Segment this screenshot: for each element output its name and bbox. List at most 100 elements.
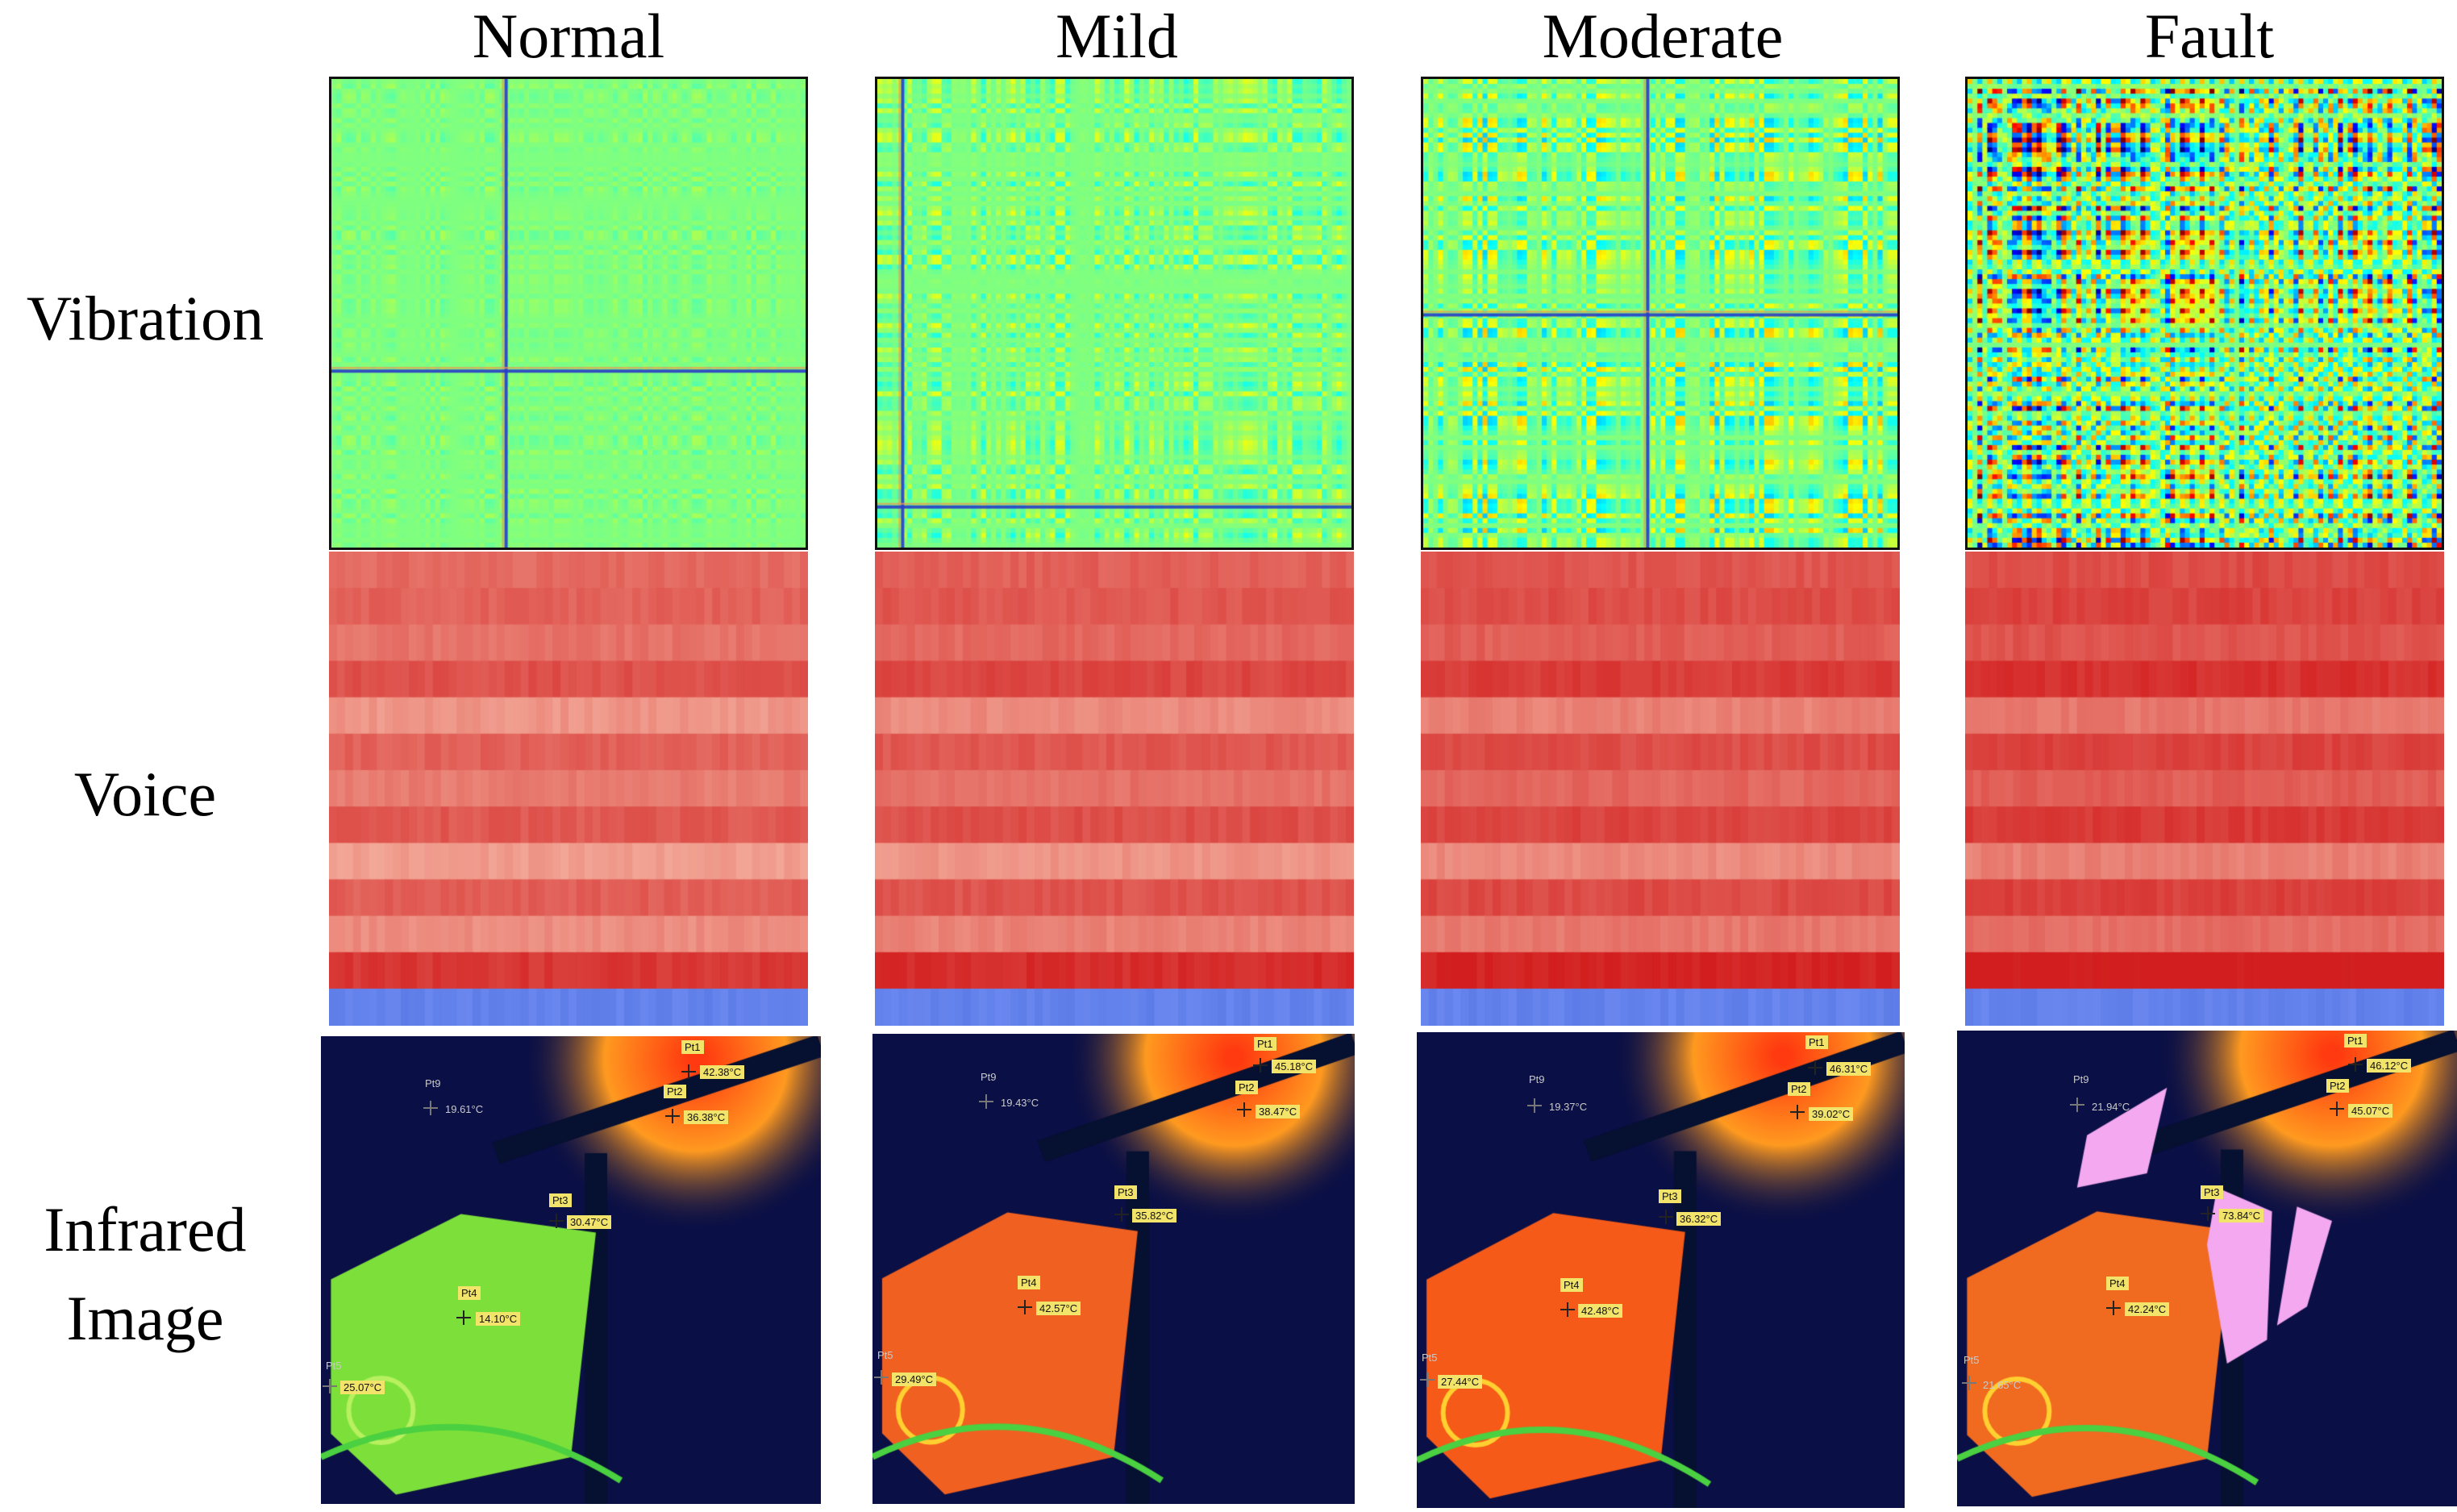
column-title-fault: Fault: [2144, 1, 2275, 71]
pt2-value: 45.07°C: [2348, 1104, 2393, 1118]
pt9-marker: [979, 1094, 993, 1109]
vibration-map-mild: [877, 79, 1351, 548]
row-label-voice: Voice: [73, 759, 217, 829]
infrared-panel-normal: Pt9 19.61°C Pt1 42.38°C Pt2 36.38°C Pt3 …: [321, 1036, 821, 1504]
vibration-map-fault: [1968, 79, 2442, 548]
pt1-marker: [2348, 1057, 2363, 1072]
pt3-value: 73.84°C: [2219, 1209, 2264, 1223]
pt2-value: 36.38°C: [684, 1110, 729, 1124]
pt3-label: Pt3: [1659, 1189, 1681, 1203]
pt3-value: 35.82°C: [1132, 1209, 1177, 1223]
pt3-marker: [1659, 1210, 1673, 1224]
pt4-marker: [456, 1310, 471, 1325]
pt5-value: 27.44°C: [1438, 1375, 1483, 1389]
pt3-value: 36.32°C: [1676, 1212, 1722, 1226]
row-label-infrared: Infrared: [44, 1194, 247, 1264]
voice-spectrogram-fault: [1965, 552, 2444, 1026]
row-label-vibration: Vibration: [26, 283, 264, 353]
pt4-marker: [2106, 1301, 2121, 1315]
pt4-label: Pt4: [1018, 1276, 1040, 1289]
pt2-label: Pt2: [664, 1085, 686, 1098]
pt5-label: Pt5: [326, 1360, 342, 1372]
pt9-marker: [1527, 1098, 1542, 1113]
pt5-label: Pt5: [1964, 1354, 1980, 1366]
vibration-panel-normal: [329, 77, 808, 550]
vibration-panel-mild: [875, 77, 1354, 550]
pt2-marker: [2330, 1102, 2344, 1116]
pt3-label: Pt3: [2201, 1185, 2223, 1199]
pt5-label: Pt5: [1422, 1352, 1438, 1364]
pt9-value: 19.43°C: [1001, 1097, 1039, 1109]
row-label-image: Image: [66, 1283, 224, 1353]
pt2-value: 39.02°C: [1809, 1107, 1854, 1121]
pt5-marker: [1420, 1372, 1435, 1387]
column-title-mild: Mild: [1056, 1, 1178, 71]
infrared-image-moderate: [1417, 1032, 1905, 1508]
pt3-label: Pt3: [1114, 1185, 1137, 1199]
pt2-marker: [665, 1109, 680, 1123]
pt1-marker: [681, 1064, 696, 1079]
pt9-value: 21.94°C: [2092, 1101, 2130, 1113]
pt1-value: 42.38°C: [700, 1065, 745, 1079]
pt5-marker: [323, 1379, 337, 1393]
vibration-map-normal: [331, 79, 806, 548]
infrared-image-normal: [321, 1036, 821, 1504]
pt9-value: 19.61°C: [445, 1103, 484, 1115]
pt5-value: 21.65°C: [1983, 1379, 2022, 1391]
pt4-marker: [1018, 1300, 1032, 1314]
pt9-label: Pt9: [1529, 1073, 1545, 1085]
pt4-label: Pt4: [1560, 1278, 1583, 1292]
pt3-value: 30.47°C: [567, 1215, 612, 1229]
pt1-label: Pt1: [681, 1040, 704, 1054]
voice-spectrogram-moderate: [1421, 552, 1900, 1026]
pt9-marker: [423, 1101, 438, 1115]
vibration-panel-moderate: [1421, 77, 1900, 550]
pt5-marker: [1962, 1376, 1976, 1390]
pt1-label: Pt1: [2344, 1034, 2367, 1048]
pt9-label: Pt9: [981, 1071, 997, 1083]
infrared-panel-moderate: Pt9 19.37°C Pt1 46.31°C Pt2 39.02°C Pt3 …: [1417, 1032, 1905, 1508]
vibration-map-moderate: [1423, 79, 1897, 548]
voice-panel-moderate: [1421, 552, 1900, 1026]
pt1-value: 46.12°C: [2367, 1059, 2412, 1073]
pt5-marker: [874, 1370, 889, 1385]
column-title-moderate: Moderate: [1542, 1, 1784, 71]
pt5-value: 29.49°C: [892, 1372, 937, 1386]
infrared-panel-fault: Pt9 21.94°C Pt1 46.12°C Pt2 45.07°C Pt3 …: [1957, 1031, 2457, 1506]
voice-spectrogram-normal: [329, 552, 808, 1026]
pt4-marker: [1560, 1302, 1575, 1317]
pt4-value: 42.57°C: [1036, 1302, 1081, 1315]
voice-panel-fault: [1965, 552, 2444, 1026]
voice-panel-mild: [875, 552, 1354, 1026]
pt1-label: Pt1: [1805, 1035, 1828, 1049]
pt4-label: Pt4: [2106, 1277, 2129, 1290]
pt1-marker: [1253, 1058, 1268, 1073]
pt3-marker: [1114, 1207, 1129, 1222]
infrared-image-fault: [1957, 1031, 2457, 1506]
pt3-label: Pt3: [549, 1193, 572, 1207]
pt4-value: 14.10°C: [476, 1312, 521, 1326]
vibration-panel-fault: [1965, 77, 2444, 550]
pt3-marker: [2201, 1206, 2215, 1221]
pt1-marker: [1808, 1060, 1822, 1075]
pt5-label: Pt5: [877, 1349, 893, 1361]
pt2-label: Pt2: [2326, 1079, 2349, 1093]
pt4-value: 42.48°C: [1578, 1304, 1623, 1318]
pt9-label: Pt9: [425, 1077, 441, 1089]
voice-spectrogram-mild: [875, 552, 1354, 1026]
pt9-value: 19.37°C: [1549, 1101, 1588, 1113]
pt1-value: 46.31°C: [1826, 1062, 1872, 1076]
pt5-value: 25.07°C: [340, 1381, 385, 1394]
pt2-marker: [1237, 1102, 1251, 1117]
pt2-label: Pt2: [1788, 1082, 1810, 1096]
column-title-normal: Normal: [472, 1, 665, 71]
pt3-marker: [549, 1214, 564, 1228]
pt2-label: Pt2: [1235, 1081, 1258, 1094]
pt4-label: Pt4: [458, 1286, 481, 1300]
pt2-marker: [1790, 1105, 1805, 1119]
infrared-panel-mild: Pt9 19.43°C Pt1 45.18°C Pt2 38.47°C Pt3 …: [872, 1034, 1355, 1504]
pt4-value: 42.24°C: [2125, 1302, 2170, 1316]
pt2-value: 38.47°C: [1256, 1105, 1301, 1118]
pt1-label: Pt1: [1254, 1037, 1276, 1051]
pt9-marker: [2070, 1098, 2084, 1112]
